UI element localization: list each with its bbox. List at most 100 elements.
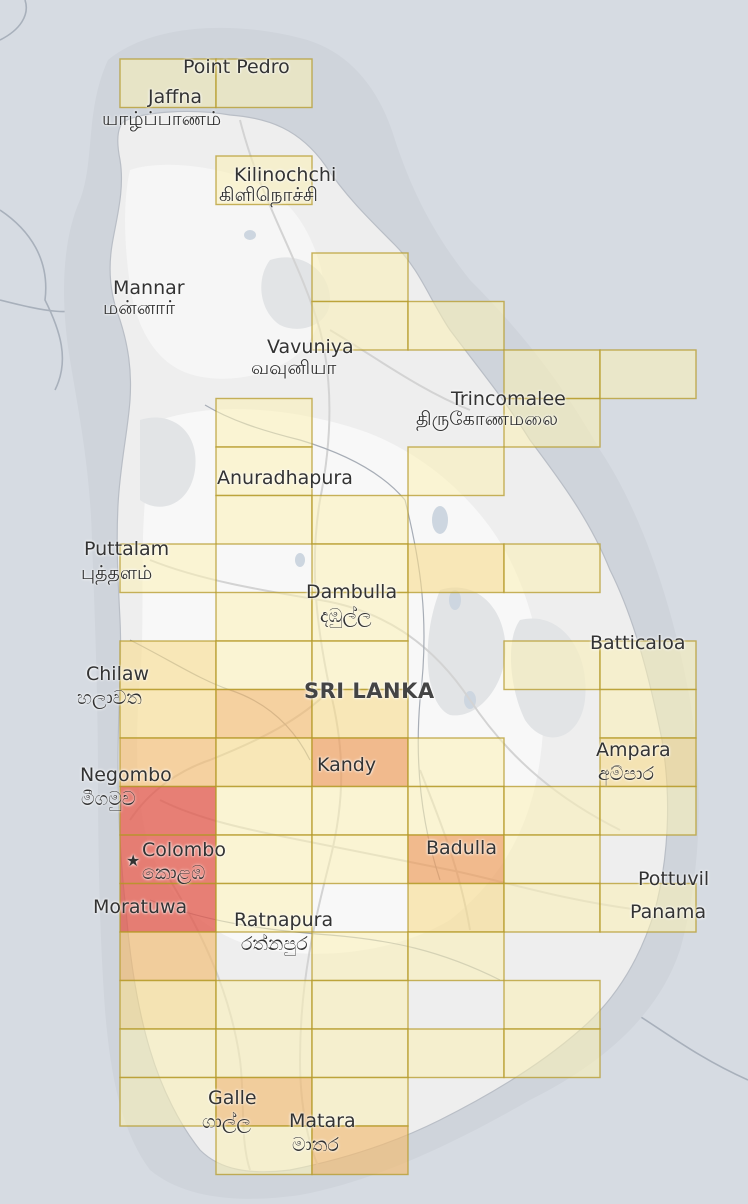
heat-cell[interactable] [311, 591, 409, 642]
country-label: SRI LANKA [304, 679, 435, 703]
heat-cell[interactable] [503, 1028, 601, 1079]
heat-cell[interactable] [119, 58, 217, 109]
heat-cell[interactable] [407, 543, 505, 594]
northern-land [125, 164, 324, 379]
place-label-mannar: Mannar [113, 277, 185, 299]
heat-cell[interactable] [407, 737, 505, 788]
place-label-matara: Matara [289, 1110, 356, 1132]
heat-cell[interactable] [215, 834, 313, 885]
heat-cell[interactable] [503, 882, 601, 933]
heat-cell[interactable] [503, 640, 601, 691]
heat-cell[interactable] [119, 882, 217, 933]
heat-cell[interactable] [407, 882, 505, 933]
heat-cell[interactable] [599, 640, 697, 691]
place-label-ampara: Ampara [596, 739, 671, 761]
place-label-negombo: Negombo [80, 764, 172, 786]
heat-cell[interactable] [599, 349, 697, 400]
heat-cell[interactable] [503, 349, 601, 400]
heat-cell[interactable] [311, 1125, 409, 1176]
heat-cell[interactable] [215, 1125, 313, 1176]
heat-cell[interactable] [215, 1076, 313, 1127]
heat-cell[interactable] [503, 785, 601, 836]
place-label-trincomalee-ta: திருகோணமலை [416, 408, 558, 430]
heat-cell[interactable] [407, 300, 505, 351]
heat-cell[interactable] [503, 834, 601, 885]
place-label-mannar-ta: மன்னார் [103, 297, 175, 319]
heat-cell[interactable] [407, 785, 505, 836]
heat-cell[interactable] [599, 688, 697, 739]
heat-cell[interactable] [215, 494, 313, 545]
place-label-kilinochchi: Kilinochchi [234, 164, 337, 186]
heat-cell[interactable] [119, 640, 217, 691]
heat-cell[interactable] [311, 834, 409, 885]
place-label-jaffna-ta: யாழ்ப்பாணம் [102, 108, 222, 130]
heat-cell[interactable] [407, 834, 505, 885]
heat-cell[interactable] [215, 591, 313, 642]
place-label-batticaloa: Batticaloa [590, 632, 686, 654]
place-label-vavuniya-ta: வவுனியா [251, 357, 337, 379]
place-label-chilaw-si: හලාවත [77, 687, 142, 709]
place-label-puttalam: Puttalam [84, 538, 170, 560]
heat-cell[interactable] [119, 1028, 217, 1079]
heat-cell[interactable] [215, 688, 313, 739]
heat-cell[interactable] [599, 882, 697, 933]
heat-cell[interactable] [503, 397, 601, 448]
heat-cell[interactable] [119, 1076, 217, 1127]
place-label-galle-si: ගාල්ල [202, 1111, 251, 1133]
place-label-kilinochchi-ta: கிளிநொச்சி [219, 184, 318, 206]
place-label-panama: Panama [630, 901, 707, 923]
heat-cell[interactable] [311, 640, 409, 691]
heat-cell[interactable] [311, 252, 409, 303]
heat-cell[interactable] [215, 785, 313, 836]
heat-cell[interactable] [311, 979, 409, 1030]
place-label-negombo-si: මීගමුව [81, 788, 136, 810]
heat-cell[interactable] [215, 882, 313, 933]
place-label-galle: Galle [208, 1087, 257, 1109]
place-label-dambulla: Dambulla [306, 581, 398, 603]
heat-cell[interactable] [215, 640, 313, 691]
place-label-ampara-si: අම්පාර [598, 763, 654, 785]
heat-cell[interactable] [311, 300, 409, 351]
place-label-ratnapura: Ratnapura [234, 909, 334, 931]
heat-cell[interactable] [215, 446, 313, 497]
capital-star-icon: ★ [126, 851, 141, 870]
place-label-badulla: Badulla [426, 837, 497, 859]
heat-cell[interactable] [119, 543, 217, 594]
place-label-dambulla-si: දඹුල්ල [320, 605, 372, 627]
heat-cell[interactable] [311, 1028, 409, 1079]
place-label-ratnapura-si: රත්නපුර [241, 933, 308, 955]
heat-cell[interactable] [599, 737, 697, 788]
heat-cell[interactable] [215, 1028, 313, 1079]
place-label-point-pedro: Point Pedro [183, 56, 290, 78]
heat-cell[interactable] [311, 1076, 409, 1127]
heat-cell[interactable] [503, 543, 601, 594]
heat-cell[interactable] [407, 1028, 505, 1079]
heat-cell[interactable] [503, 979, 601, 1030]
heat-cell[interactable] [119, 737, 217, 788]
heat-cell[interactable] [119, 834, 217, 885]
heat-cell[interactable] [407, 931, 505, 982]
heat-cell[interactable] [599, 785, 697, 836]
place-label-kandy: Kandy [317, 754, 377, 776]
heat-cell[interactable] [215, 397, 313, 448]
place-label-vavuniya: Vavuniya [267, 336, 354, 358]
heat-cell[interactable] [407, 446, 505, 497]
place-label-colombo: Colombo [142, 839, 226, 861]
place-label-chilaw: Chilaw [86, 663, 150, 685]
heat-cell[interactable] [215, 979, 313, 1030]
place-label-anuradhapura: Anuradhapura [217, 467, 353, 489]
heat-cell[interactable] [311, 931, 409, 982]
heat-cell[interactable] [311, 785, 409, 836]
heat-cell[interactable] [119, 688, 217, 739]
heat-cell[interactable] [119, 979, 217, 1030]
heat-cell[interactable] [215, 58, 313, 109]
heat-cell[interactable] [215, 737, 313, 788]
heat-cell[interactable] [311, 494, 409, 545]
heat-cell[interactable] [215, 155, 313, 206]
heat-cell[interactable] [119, 931, 217, 982]
place-label-moratuwa: Moratuwa [93, 896, 188, 918]
place-label-matara-si: මාතර [292, 1134, 339, 1156]
place-label-jaffna: Jaffna [148, 86, 203, 108]
